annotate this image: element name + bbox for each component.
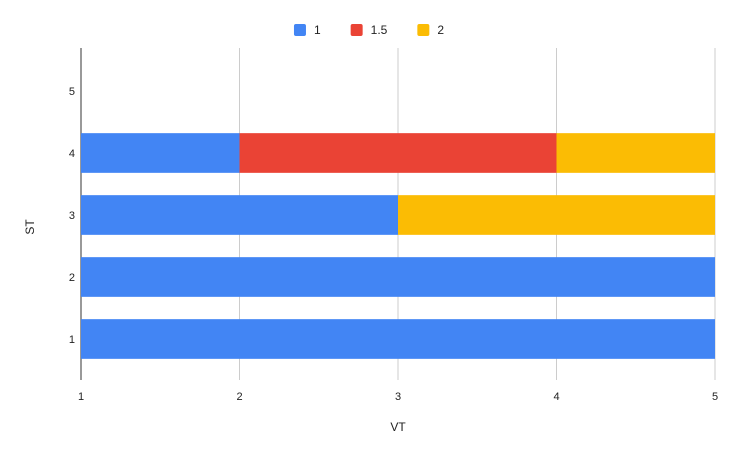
bar-segment-2[interactable] (398, 195, 715, 235)
y-tick-label: 1 (69, 334, 75, 346)
x-tick-label: 4 (553, 391, 559, 403)
y-tick-label: 3 (69, 210, 75, 222)
x-axis-title: VT (390, 420, 406, 434)
y-axis-ticks: 1 2 3 4 5 (69, 86, 75, 346)
bar-segment-2[interactable] (556, 133, 716, 173)
bar-segment-1[interactable] (81, 319, 715, 359)
legend: 1 1.5 2 (293, 23, 444, 37)
y-tick-label: 2 (69, 272, 75, 284)
legend-label: 1.5 (371, 23, 388, 37)
x-axis-ticks: 1 2 3 4 5 (78, 391, 718, 403)
legend-label: 2 (437, 23, 444, 37)
bar-segment-1[interactable] (81, 195, 398, 235)
x-tick-label: 2 (236, 391, 242, 403)
bar-segment-1[interactable] (81, 257, 715, 297)
y-tick-label: 5 (69, 86, 75, 98)
legend-label: 1 (314, 23, 321, 37)
x-tick-label: 5 (712, 391, 718, 403)
bar-segment-1-5[interactable] (239, 133, 557, 173)
x-tick-label: 1 (78, 391, 84, 403)
legend-swatch (293, 24, 306, 36)
bar-segment-1[interactable] (81, 133, 240, 173)
legend-swatch (350, 24, 363, 36)
x-tick-label: 3 (395, 391, 401, 403)
y-tick-label: 4 (69, 148, 75, 160)
y-axis-title: ST (23, 219, 37, 235)
legend-swatch (417, 24, 430, 36)
bars (81, 133, 715, 359)
